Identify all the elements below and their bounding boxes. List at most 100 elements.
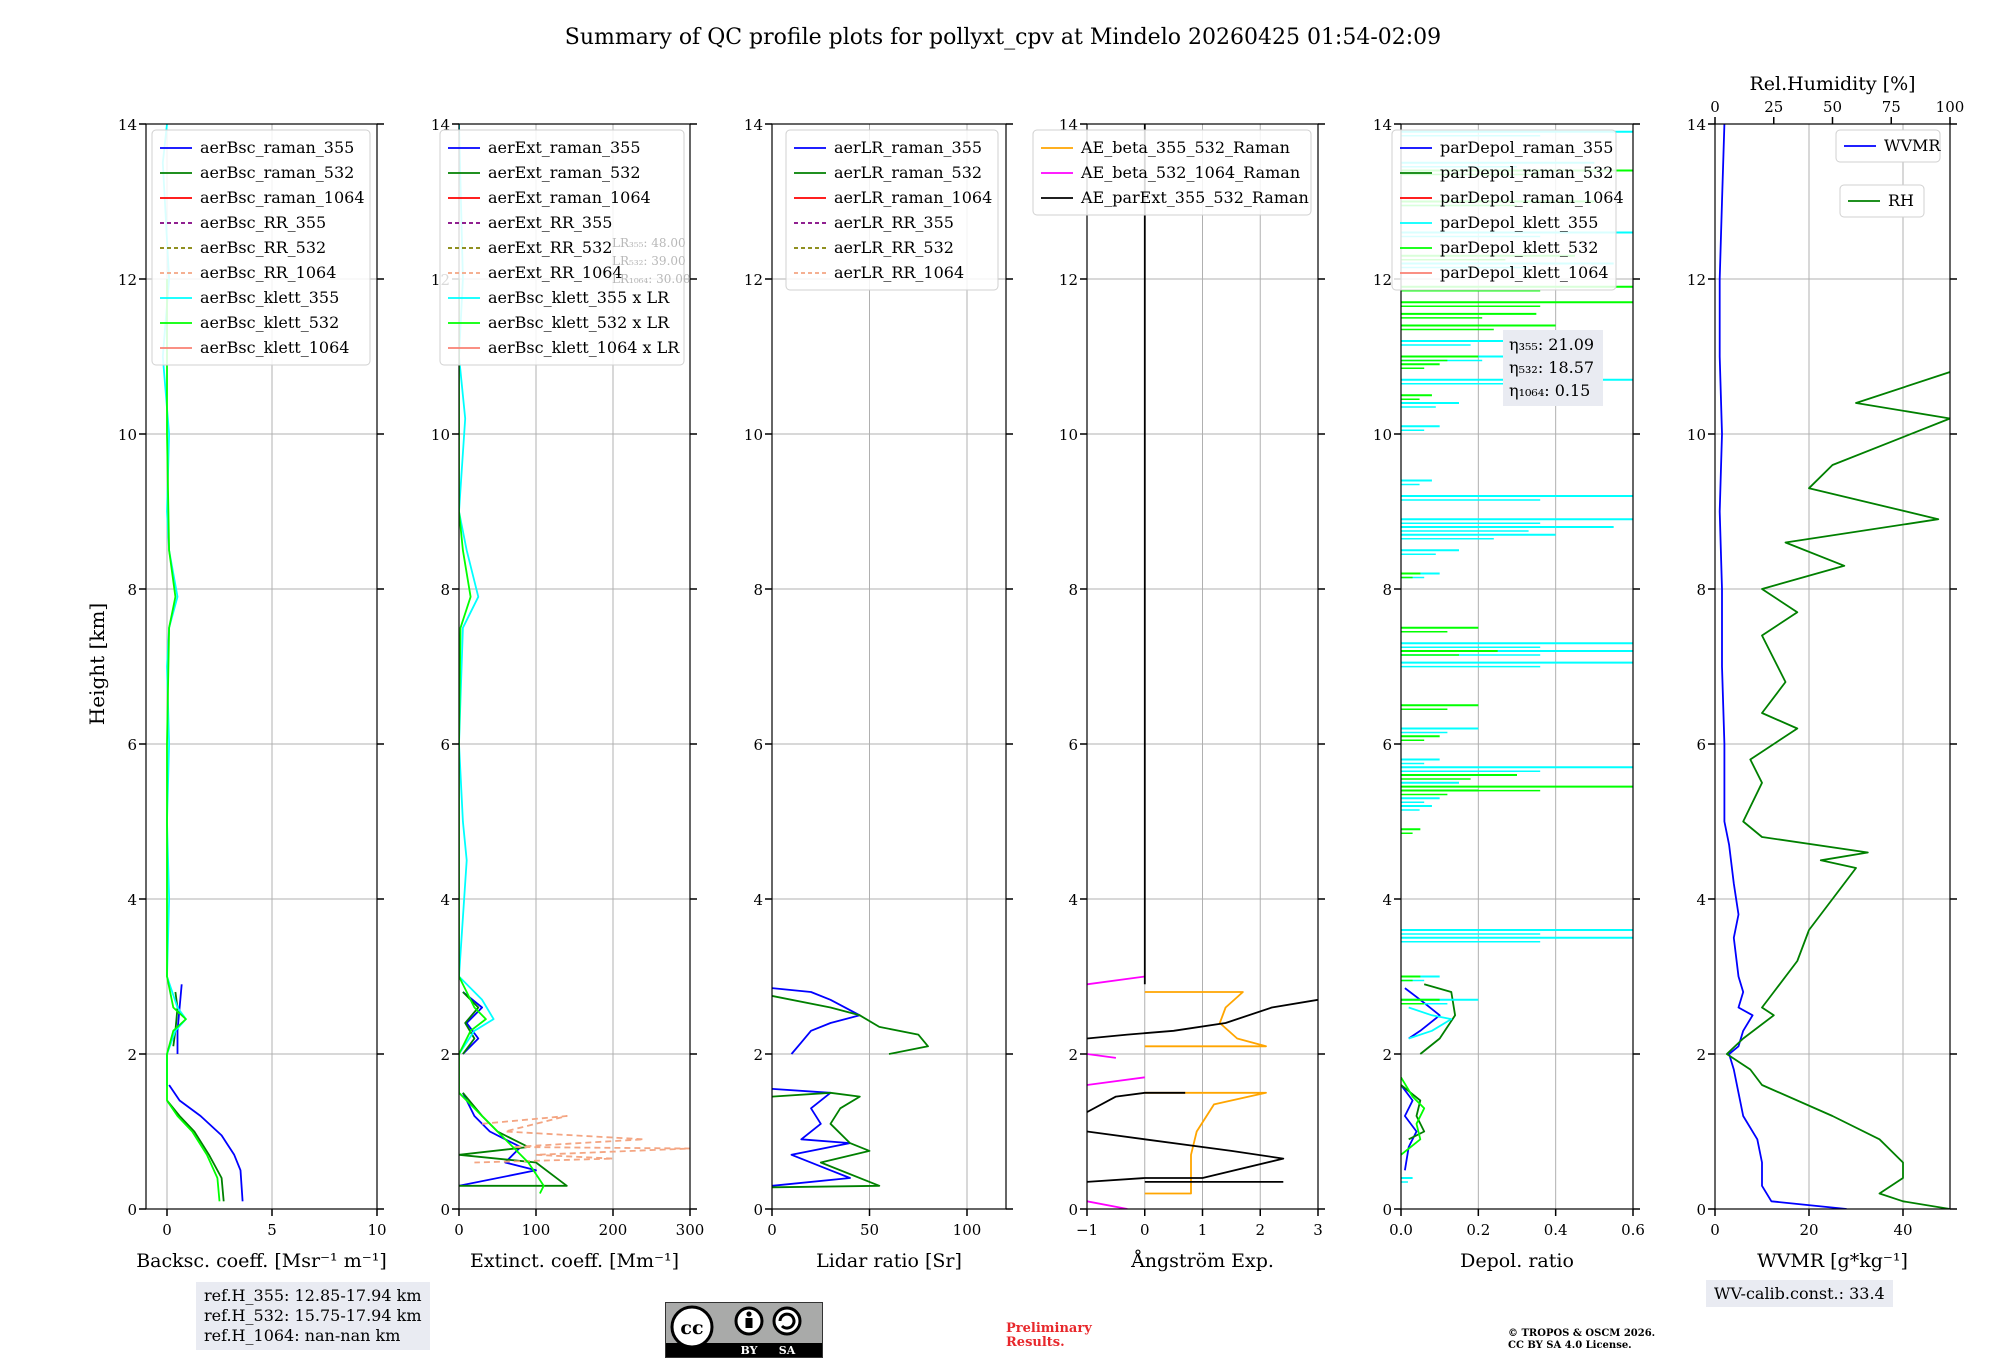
legend-label: aerLR_raman_355 xyxy=(834,138,982,157)
legend-label: WVMR xyxy=(1884,136,1941,155)
eta-box xyxy=(1503,330,1603,406)
ytick-label: 2 xyxy=(753,1046,763,1064)
ytick-label: 0 xyxy=(1696,1201,1706,1219)
series-parDepol_klett_532 xyxy=(1401,1076,1426,1156)
legend-label: AE_beta_532_1064_Raman xyxy=(1080,163,1300,182)
wv-calibration-box: WV-calib.const.: 33.4 xyxy=(1706,1280,1893,1307)
xtick-label: 0.2 xyxy=(1466,1221,1490,1239)
xtick-label: 0 xyxy=(162,1221,172,1239)
axes-frame xyxy=(771,123,1007,1210)
legend-label: aerExt_raman_532 xyxy=(488,163,641,182)
copyright-line-1: © TROPOS & OSCM 2026. xyxy=(1508,1328,1656,1339)
xtick-label: 0 xyxy=(1710,1221,1720,1239)
xtick-label: 0 xyxy=(454,1221,464,1239)
ytick-label: 10 xyxy=(744,426,763,444)
share-alike-icon xyxy=(772,1306,802,1336)
legend-label: aerExt_RR_355 xyxy=(488,213,612,232)
legend-label: aerBsc_raman_1064 xyxy=(200,188,365,207)
legend-label: aerExt_RR_532 xyxy=(488,238,612,257)
ytick-label: 2 xyxy=(440,1046,450,1064)
legend-label: aerBsc_RR_355 xyxy=(200,213,326,232)
ytick-label: 4 xyxy=(127,891,137,909)
legend-label: AE_parExt_355_532_Raman xyxy=(1080,188,1309,207)
legend-rh: RH xyxy=(1839,184,1925,218)
ytick-label: 0 xyxy=(1068,1201,1078,1219)
series-aerBsc_klett_532 xyxy=(166,279,221,1202)
ytick-label: 10 xyxy=(1687,426,1706,444)
legend-label: aerLR_RR_532 xyxy=(834,238,954,257)
legend-label: aerExt_RR_1064 xyxy=(488,263,623,282)
legend-box xyxy=(439,129,685,366)
axes-frame xyxy=(1400,123,1634,1210)
xtick-label: 0 xyxy=(767,1221,777,1239)
lidar-ratio-annotation: LR₅₃₂: 39.00 xyxy=(612,254,686,268)
legend-label: aerBsc_klett_355 x LR xyxy=(488,288,670,307)
series-WVMR xyxy=(1718,124,1847,1209)
xtick-label: 10 xyxy=(367,1221,386,1239)
series-aerExt_RR_1064 xyxy=(474,1115,690,1164)
legend-label: aerBsc_klett_1064 xyxy=(200,338,349,357)
legend-label: aerBsc_RR_1064 xyxy=(200,263,336,282)
data-layer xyxy=(459,124,690,1194)
ytick-label: 10 xyxy=(118,426,137,444)
ytick-label: 6 xyxy=(1696,736,1706,754)
legend-box xyxy=(1391,129,1617,291)
ytick-label: 0 xyxy=(753,1201,763,1219)
xtick-label: 0.0 xyxy=(1389,1221,1413,1239)
legend-label: parDepol_raman_355 xyxy=(1440,138,1613,157)
data-layer xyxy=(161,124,244,1202)
panel-depol: 0 2 4 6 8 10 12 14 0.0 0.2 0.4 0.6 Depol. ratio parDe… xyxy=(1373,116,1645,1272)
series-aerBsc_klett_532 x LR xyxy=(459,279,545,1194)
data-layer xyxy=(772,987,929,1189)
preliminary-line-2: Results. xyxy=(1006,1335,1065,1350)
ytick-label: 6 xyxy=(440,736,450,754)
series-RH xyxy=(1725,371,1950,1209)
x2tick-label: 75 xyxy=(1882,98,1901,116)
ref-h-355: ref.H_355: 12.85-17.94 km xyxy=(204,1286,422,1305)
lidar-ratio-annotation: LR₃₅₅: 48.00 xyxy=(612,236,686,250)
ytick-label: 2 xyxy=(1382,1046,1392,1064)
xtick-label: 5 xyxy=(267,1221,277,1239)
y-axis-label: Height [km] xyxy=(85,603,109,725)
xtick-label: 3 xyxy=(1313,1221,1323,1239)
ytick-label: 10 xyxy=(1059,426,1078,444)
sa-label: SA xyxy=(779,1344,796,1357)
legend-label: aerLR_RR_1064 xyxy=(834,263,964,282)
xtick-label: 0.4 xyxy=(1544,1221,1568,1239)
ytick-label: 8 xyxy=(1382,581,1392,599)
xtick-label: 50 xyxy=(860,1221,879,1239)
series-aerBsc_raman_532 xyxy=(166,991,225,1202)
preliminary-line-1: Preliminary xyxy=(1006,1321,1092,1336)
ytick-label: 10 xyxy=(1373,426,1392,444)
ytick-label: 14 xyxy=(1373,116,1392,134)
ytick-label: 0 xyxy=(440,1201,450,1219)
x2tick-label: 50 xyxy=(1823,98,1842,116)
legend-label: aerExt_raman_355 xyxy=(488,138,641,157)
series-aerExt_raman_532 xyxy=(459,991,568,1187)
series-aerLR_raman_355 xyxy=(772,987,861,1187)
ytick-label: 14 xyxy=(1687,116,1706,134)
ytick-label: 6 xyxy=(1068,736,1078,754)
xtick-label: 1 xyxy=(1198,1221,1208,1239)
xtick-label: 100 xyxy=(522,1221,551,1239)
ytick-label: 14 xyxy=(744,116,763,134)
xtick-label: 100 xyxy=(953,1221,982,1239)
legend-label: parDepol_raman_532 xyxy=(1440,163,1613,182)
legend-label: aerLR_RR_355 xyxy=(834,213,954,232)
legend-depol: parDepol_raman_355 parDepol_raman_532 parD… xyxy=(1391,129,1624,291)
legend-label: aerBsc_klett_532 x LR xyxy=(488,313,670,332)
legend-box xyxy=(1835,129,1941,163)
legend-wvmr: WVMR xyxy=(1835,129,1941,163)
ytick-label: 10 xyxy=(431,426,450,444)
legend-box xyxy=(151,129,371,366)
ytick-label: 14 xyxy=(118,116,137,134)
eta-annotation: η₃₅₅: 21.09 η₅₃₂: 18.57 η₁₀₆₄: 0.15 xyxy=(1503,330,1603,406)
ytick-label: 0 xyxy=(1382,1201,1392,1219)
ytick-label: 4 xyxy=(753,891,763,909)
legend-box xyxy=(1839,184,1925,218)
legend-label: parDepol_klett_355 xyxy=(1440,213,1598,232)
legend-lr: aerLR_raman_355 aerLR_raman_532 aerLR_rama… xyxy=(785,129,999,291)
ytick-label: 6 xyxy=(1382,736,1392,754)
x-axis-label: WVMR [g*kg⁻¹] xyxy=(1757,1250,1908,1272)
